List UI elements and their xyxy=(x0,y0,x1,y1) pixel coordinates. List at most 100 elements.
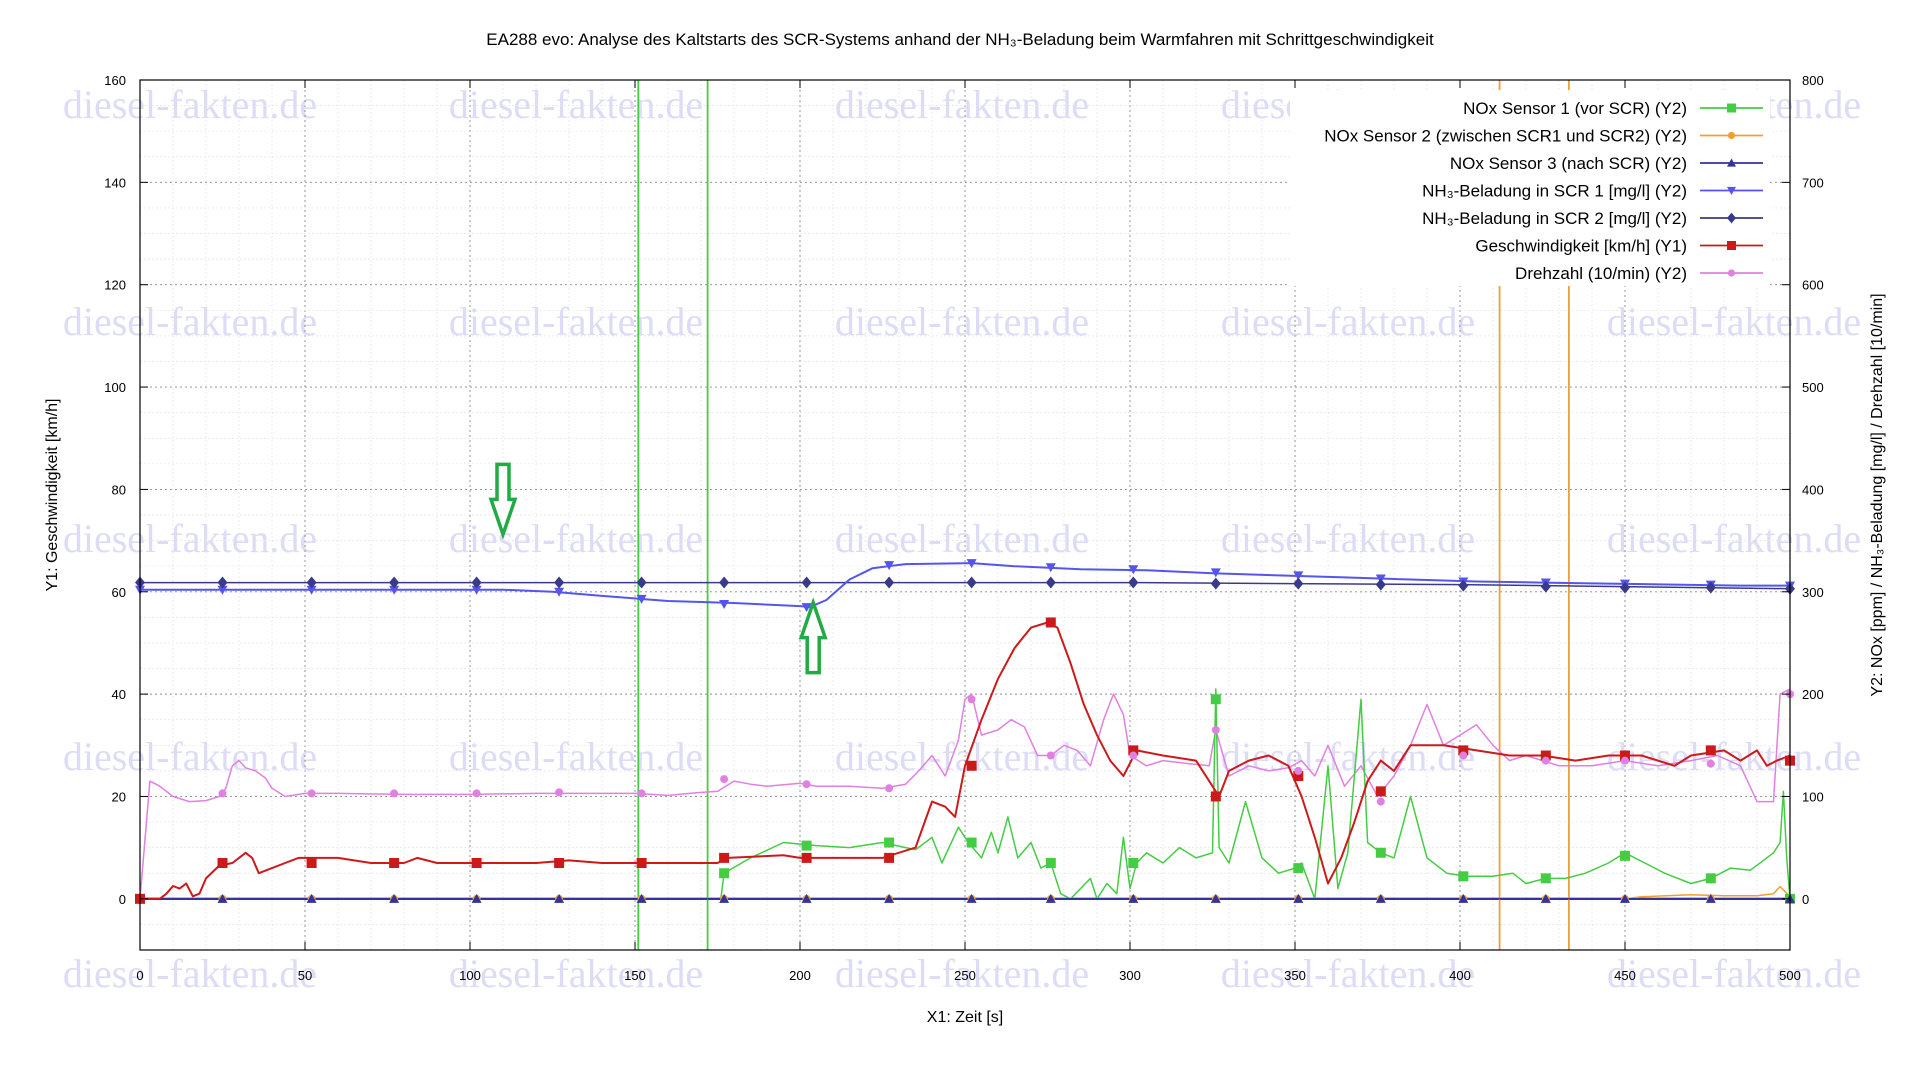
x-tick-label: 150 xyxy=(624,968,646,983)
series-marker xyxy=(307,789,316,798)
series-marker xyxy=(719,600,730,610)
series-marker xyxy=(1375,578,1386,591)
y2-tick-label: 0 xyxy=(1802,892,1809,907)
series-marker xyxy=(1620,850,1630,861)
watermark-text: diesel-fakten.de xyxy=(835,734,1089,779)
y-axis-label: Y1: Geschwindigkeit [km/h] xyxy=(44,399,61,592)
chart-title: EA288 evo: Analyse des Kaltstarts des SC… xyxy=(486,30,1434,49)
series-marker xyxy=(1620,750,1630,761)
y2-tick-label: 800 xyxy=(1802,73,1824,88)
series-marker xyxy=(1727,103,1736,113)
series-marker xyxy=(471,893,482,903)
series-marker xyxy=(1045,563,1056,573)
x-tick-label: 0 xyxy=(136,968,143,983)
series-marker xyxy=(1046,751,1055,760)
series-marker xyxy=(1375,786,1386,797)
series-marker xyxy=(1540,750,1551,761)
series-marker xyxy=(966,559,977,569)
series-marker xyxy=(719,576,730,589)
y2-tick-label: 600 xyxy=(1802,278,1824,293)
x-tick-label: 100 xyxy=(459,968,481,983)
series-marker xyxy=(1293,771,1304,781)
legend-label: NOx Sensor 1 (vor SCR) (Y2) xyxy=(1463,99,1687,118)
series-marker xyxy=(1620,893,1630,903)
series-marker xyxy=(1458,871,1469,882)
series-marker xyxy=(1128,745,1139,756)
series-marker xyxy=(1727,131,1736,140)
y-tick-label: 140 xyxy=(104,175,126,190)
series-marker xyxy=(1376,797,1385,806)
series-marker xyxy=(389,576,400,589)
series-marker xyxy=(217,858,228,868)
series-marker xyxy=(1128,893,1139,903)
legend-label: NH₃-Beladung in SCR 1 [mg/l] (Y2) xyxy=(1422,182,1687,201)
series-marker xyxy=(637,789,646,798)
series-marker xyxy=(719,868,730,879)
legend-background xyxy=(1290,90,1770,286)
series-marker xyxy=(801,603,812,613)
legend-item: NOx Sensor 3 (nach SCR) (Y2) xyxy=(1450,154,1763,173)
watermark-text: diesel-fakten.de xyxy=(835,516,1089,561)
series-marker xyxy=(636,594,647,604)
watermark-text: diesel-fakten.de xyxy=(1607,299,1861,344)
legend-label: Drehzahl (10/min) (Y2) xyxy=(1515,264,1687,283)
series-marker xyxy=(389,585,400,595)
series-marker xyxy=(471,858,482,868)
series-marker xyxy=(1727,186,1736,195)
series-marker xyxy=(1293,863,1304,874)
watermark-text: diesel-fakten.de xyxy=(63,734,317,779)
y2-axis-label: Y2: NOx [ppm] / NH₃-Beladung [mg/l] / Dr… xyxy=(1869,293,1886,696)
x-tick-label: 500 xyxy=(1779,968,1801,983)
series-marker xyxy=(802,780,811,789)
series-marker xyxy=(217,585,228,595)
series-marker xyxy=(1540,893,1551,903)
legend-item: NOx Sensor 1 (vor SCR) (Y2) xyxy=(1463,99,1763,118)
series-marker xyxy=(801,840,812,851)
series-marker xyxy=(1727,269,1736,277)
watermark-text: diesel-fakten.de xyxy=(449,82,703,127)
x-tick-label: 50 xyxy=(298,968,312,983)
y2-tick-label: 500 xyxy=(1802,380,1824,395)
series-marker xyxy=(884,893,895,903)
series-marker xyxy=(966,837,977,848)
series-marker xyxy=(1375,847,1386,858)
legend: NOx Sensor 1 (vor SCR) (Y2) NOx Sensor 2 … xyxy=(1290,90,1770,286)
series-marker xyxy=(1706,759,1715,768)
y2-tick-label: 400 xyxy=(1802,482,1824,497)
watermark-text: diesel-fakten.de xyxy=(63,299,317,344)
series-marker xyxy=(1621,756,1629,765)
series-marker xyxy=(1540,873,1551,884)
series-marker xyxy=(306,576,317,589)
watermark-text: diesel-fakten.de xyxy=(63,951,317,996)
watermark-text: diesel-fakten.de xyxy=(835,82,1089,127)
series-marker xyxy=(1458,745,1469,756)
watermark-text: diesel-fakten.de xyxy=(63,516,317,561)
series-marker xyxy=(1375,893,1386,903)
series-marker xyxy=(1705,581,1716,594)
y-tick-label: 20 xyxy=(112,789,126,804)
series-line xyxy=(720,688,1791,900)
series-marker xyxy=(1045,858,1056,868)
watermark-text: diesel-fakten.de xyxy=(63,82,317,127)
legend-label: NH₃-Beladung in SCR 2 [mg/l] (Y2) xyxy=(1422,209,1687,228)
y-tick-label: 100 xyxy=(104,380,126,395)
series-marker xyxy=(472,789,481,798)
series-marker xyxy=(801,576,812,589)
y-tick-label: 160 xyxy=(104,73,126,88)
watermark-text: diesel-fakten.de xyxy=(449,516,703,561)
series-marker xyxy=(885,784,894,793)
series-marker xyxy=(1705,893,1716,903)
series-marker xyxy=(1294,766,1303,775)
watermark-text: diesel-fakten.de xyxy=(449,734,703,779)
series-marker xyxy=(1705,873,1716,884)
legend-item: NH₃-Beladung in SCR 2 [mg/l] (Y2) xyxy=(1422,209,1763,228)
series-marker xyxy=(1293,893,1304,903)
y-tick-label: 120 xyxy=(104,278,126,293)
series-marker xyxy=(1210,577,1221,590)
series-marker xyxy=(1458,579,1469,592)
legend-item: Geschwindigkeit [km/h] (Y1) xyxy=(1475,237,1763,256)
x-tick-label: 250 xyxy=(954,968,976,983)
series-marker xyxy=(555,788,564,797)
legend-label: NOx Sensor 3 (nach SCR) (Y2) xyxy=(1450,154,1687,173)
